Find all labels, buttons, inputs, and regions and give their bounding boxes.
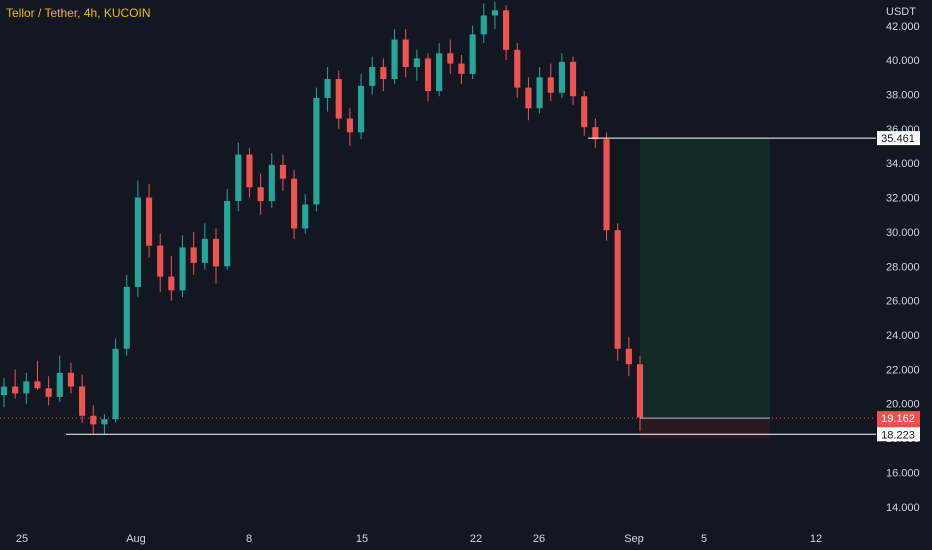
candle-body (179, 247, 186, 291)
chart-title: Tellor / Tether, 4h, KUCOIN (6, 6, 151, 20)
candle-body (636, 364, 644, 418)
candle-body (212, 238, 220, 267)
y-axis-unit: USDT (886, 6, 916, 18)
candle-body (592, 127, 599, 140)
y-tick-label: 38.000 (886, 89, 920, 101)
candle-body (625, 348, 632, 365)
candle-body (0, 386, 8, 396)
x-tick-label: Aug (126, 533, 146, 545)
y-tick-label: 16.000 (886, 467, 920, 479)
candle-body (168, 276, 175, 291)
x-tick-label: 25 (16, 533, 28, 545)
candle-body (23, 381, 30, 394)
candle-body (503, 10, 510, 50)
candle-body (369, 67, 376, 86)
candle-body (90, 415, 97, 425)
candle-body (12, 386, 19, 394)
candle-body (569, 61, 577, 97)
price-tag-upper-box (877, 131, 920, 146)
price-tag-lower-box (877, 427, 920, 442)
profit-zone (640, 138, 770, 419)
candle-body (145, 197, 153, 246)
candle-body (581, 96, 588, 128)
candle-body (112, 348, 119, 420)
y-tick-label: 30.000 (886, 227, 920, 239)
price-tag-lower-label: 18.223 (881, 429, 915, 441)
candle-body (201, 238, 208, 263)
y-tick-label: 34.000 (886, 158, 920, 170)
candle-body (402, 39, 409, 68)
x-tick-label: Sep (624, 533, 644, 545)
y-tick-label: 40.000 (886, 55, 920, 67)
candle-body (123, 286, 130, 349)
candle-body (469, 34, 476, 74)
x-tick-label: 8 (246, 533, 252, 545)
candle-body (246, 154, 253, 188)
candle-body (447, 53, 454, 64)
candle-body (235, 154, 242, 202)
candle-body (458, 63, 465, 74)
x-tick-label: 26 (533, 533, 545, 545)
candle-body (380, 67, 387, 80)
x-tick-label: 12 (810, 533, 822, 545)
y-tick-label: 20.000 (886, 399, 920, 411)
y-tick-label: 24.000 (886, 330, 920, 342)
candle-body (436, 53, 443, 92)
y-tick-label: 26.000 (886, 296, 920, 308)
candle-body (357, 85, 365, 133)
candle-body (257, 187, 264, 202)
candle-body (346, 118, 353, 133)
candle-body (313, 97, 320, 205)
candle-body (279, 164, 287, 179)
candle-body (268, 164, 275, 202)
candle-body (34, 381, 41, 389)
candle-body (391, 39, 398, 80)
candle-body (190, 247, 197, 263)
last-price-tag-box (877, 411, 920, 426)
candle-body (324, 79, 331, 98)
candle-body (603, 139, 610, 231)
loss-zone (640, 418, 770, 439)
y-tick-label: 32.000 (886, 193, 920, 205)
y-tick-label: 42.000 (886, 21, 920, 33)
candle-body (413, 58, 420, 68)
candle-body (558, 61, 565, 93)
candle-body (101, 419, 108, 425)
x-tick-label: 5 (701, 533, 707, 545)
x-tick-label: 15 (356, 533, 368, 545)
candle-body (491, 10, 499, 16)
candle-body (56, 372, 63, 397)
candle-body (480, 15, 487, 35)
candle-body (335, 79, 342, 119)
candle-body (79, 386, 86, 416)
candle-body (525, 87, 532, 109)
candle-body (291, 178, 298, 229)
y-tick-label: 14.000 (886, 502, 920, 514)
candle-body (224, 201, 231, 267)
candle-body (157, 245, 164, 277)
candle-body (614, 230, 621, 349)
candle-body (302, 204, 309, 229)
candle-body (134, 197, 141, 287)
candle-body (536, 77, 543, 109)
candle-body (424, 58, 432, 92)
candle-body (547, 77, 554, 93)
last-price-tag-label: 19.162 (881, 413, 915, 425)
price-tag-upper-label: 35.461 (881, 133, 915, 145)
candle-body (514, 49, 521, 88)
x-tick-label: 22 (470, 533, 482, 545)
candle-body (45, 388, 52, 397)
candle-body (67, 372, 75, 387)
y-tick-label: 28.000 (886, 261, 920, 273)
y-tick-label: 22.000 (886, 364, 920, 376)
